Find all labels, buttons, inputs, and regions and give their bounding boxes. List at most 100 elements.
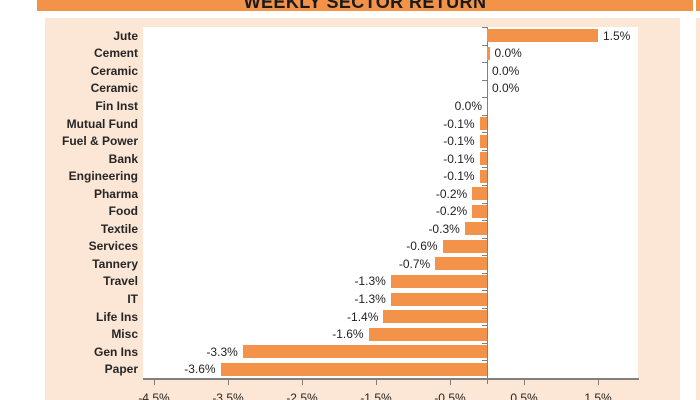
category-boundary-tick xyxy=(482,360,487,362)
bar xyxy=(479,134,487,148)
value-label: 1.5% xyxy=(603,28,631,43)
value-label: -0.2% xyxy=(435,186,468,201)
value-label: 0.0% xyxy=(494,46,522,61)
plot-area xyxy=(143,27,638,378)
value-label: -0.3% xyxy=(428,221,460,236)
bar xyxy=(242,345,487,359)
category-boundary-tick xyxy=(482,62,487,64)
category-label: IT xyxy=(127,292,138,307)
x-axis-tick-mark xyxy=(376,378,377,385)
bar xyxy=(479,169,487,183)
value-label: -3.3% xyxy=(206,344,238,359)
bar xyxy=(368,327,487,341)
x-axis-tick-label: -0.5% xyxy=(434,391,466,400)
category-boundary-tick xyxy=(482,79,487,81)
value-label: -0.1% xyxy=(443,169,475,184)
category-boundary-tick xyxy=(482,307,487,309)
value-label: -1.3% xyxy=(354,274,386,289)
bar xyxy=(442,239,487,253)
value-label: 0.0% xyxy=(454,98,482,113)
bar xyxy=(479,152,487,166)
category-boundary-tick xyxy=(482,325,487,327)
x-axis-tick-mark xyxy=(598,378,599,385)
x-axis-tick-label: 0.5% xyxy=(510,391,538,400)
category-boundary-tick xyxy=(482,114,487,116)
category-boundary-tick xyxy=(482,378,487,379)
x-axis-tick-label: -3.5% xyxy=(212,391,244,400)
adjacent-panel-sliver xyxy=(696,18,700,400)
bar xyxy=(472,204,487,218)
category-boundary-tick xyxy=(482,149,487,151)
category-label: Mutual Fund xyxy=(66,116,138,131)
value-label: -1.6% xyxy=(332,327,364,342)
category-label: Gen Ins xyxy=(93,344,138,359)
bar xyxy=(472,187,487,201)
category-label: Ceramic xyxy=(90,63,138,78)
x-axis-tick-label: -1.5% xyxy=(360,391,392,400)
x-axis-tick-label: 1.5% xyxy=(584,391,612,400)
x-axis-tick-mark xyxy=(228,378,229,385)
category-boundary-tick xyxy=(482,27,487,28)
bar xyxy=(464,222,487,236)
value-label: -0.6% xyxy=(406,239,438,254)
bar xyxy=(487,29,598,43)
category-label: Life Ins xyxy=(95,309,138,324)
x-axis-tick-label: -2.5% xyxy=(286,391,318,400)
category-label: Ceramic xyxy=(90,81,138,96)
bar xyxy=(435,257,487,271)
category-boundary-tick xyxy=(482,132,487,134)
category-label: Services xyxy=(88,239,138,254)
category-boundary-tick xyxy=(482,184,487,186)
value-label: -0.7% xyxy=(398,256,431,271)
category-label: Paper xyxy=(104,362,138,377)
category-label: Misc xyxy=(111,327,138,342)
value-label: -1.3% xyxy=(354,292,386,307)
chart-title-bar xyxy=(37,0,693,11)
value-label: -3.6% xyxy=(184,362,216,377)
category-boundary-tick xyxy=(482,272,487,274)
x-axis-tick-label: -4.5% xyxy=(138,391,170,400)
category-label: Textile xyxy=(100,221,138,236)
category-label: Tannery xyxy=(92,256,138,271)
category-boundary-tick xyxy=(482,97,487,99)
category-boundary-tick xyxy=(482,202,487,204)
category-boundary-tick xyxy=(482,290,487,292)
category-label: Travel xyxy=(103,274,138,289)
x-axis-tick-mark xyxy=(302,378,303,385)
value-label: -0.1% xyxy=(443,134,475,149)
value-label: -0.1% xyxy=(443,116,475,131)
bar xyxy=(220,362,487,376)
value-label: 0.0% xyxy=(492,63,520,78)
category-label: Cement xyxy=(93,46,138,61)
category-label: Jute xyxy=(113,28,138,43)
bar xyxy=(479,117,487,131)
category-label: Fuel & Power xyxy=(61,134,138,149)
bar xyxy=(390,274,487,288)
value-label: -1.4% xyxy=(347,309,379,324)
category-boundary-tick xyxy=(482,342,487,344)
x-axis-line xyxy=(143,378,639,380)
category-label: Fin Inst xyxy=(95,98,138,113)
x-axis-tick-mark xyxy=(154,378,155,385)
x-axis-tick-mark xyxy=(524,378,525,385)
category-boundary-tick xyxy=(482,255,487,257)
bar xyxy=(390,292,487,306)
value-label: 0.0% xyxy=(492,81,520,96)
x-axis-tick-mark xyxy=(450,378,451,385)
adjacent-panel-title-bar-sliver xyxy=(696,0,700,11)
value-label: -0.1% xyxy=(443,151,475,166)
category-label: Bank xyxy=(108,151,138,166)
bar xyxy=(487,46,490,60)
category-boundary-tick xyxy=(482,237,487,239)
category-boundary-tick xyxy=(482,220,487,222)
category-label: Engineering xyxy=(68,169,138,184)
chart-title: WEEKLY SECTOR RETURN xyxy=(243,0,487,12)
category-axis-zero-line xyxy=(487,27,488,384)
category-boundary-tick xyxy=(482,167,487,169)
category-label: Food xyxy=(108,204,138,219)
category-label: Pharma xyxy=(93,186,138,201)
category-boundary-tick xyxy=(482,44,487,46)
value-label: -0.2% xyxy=(435,204,468,219)
bar xyxy=(383,310,487,324)
